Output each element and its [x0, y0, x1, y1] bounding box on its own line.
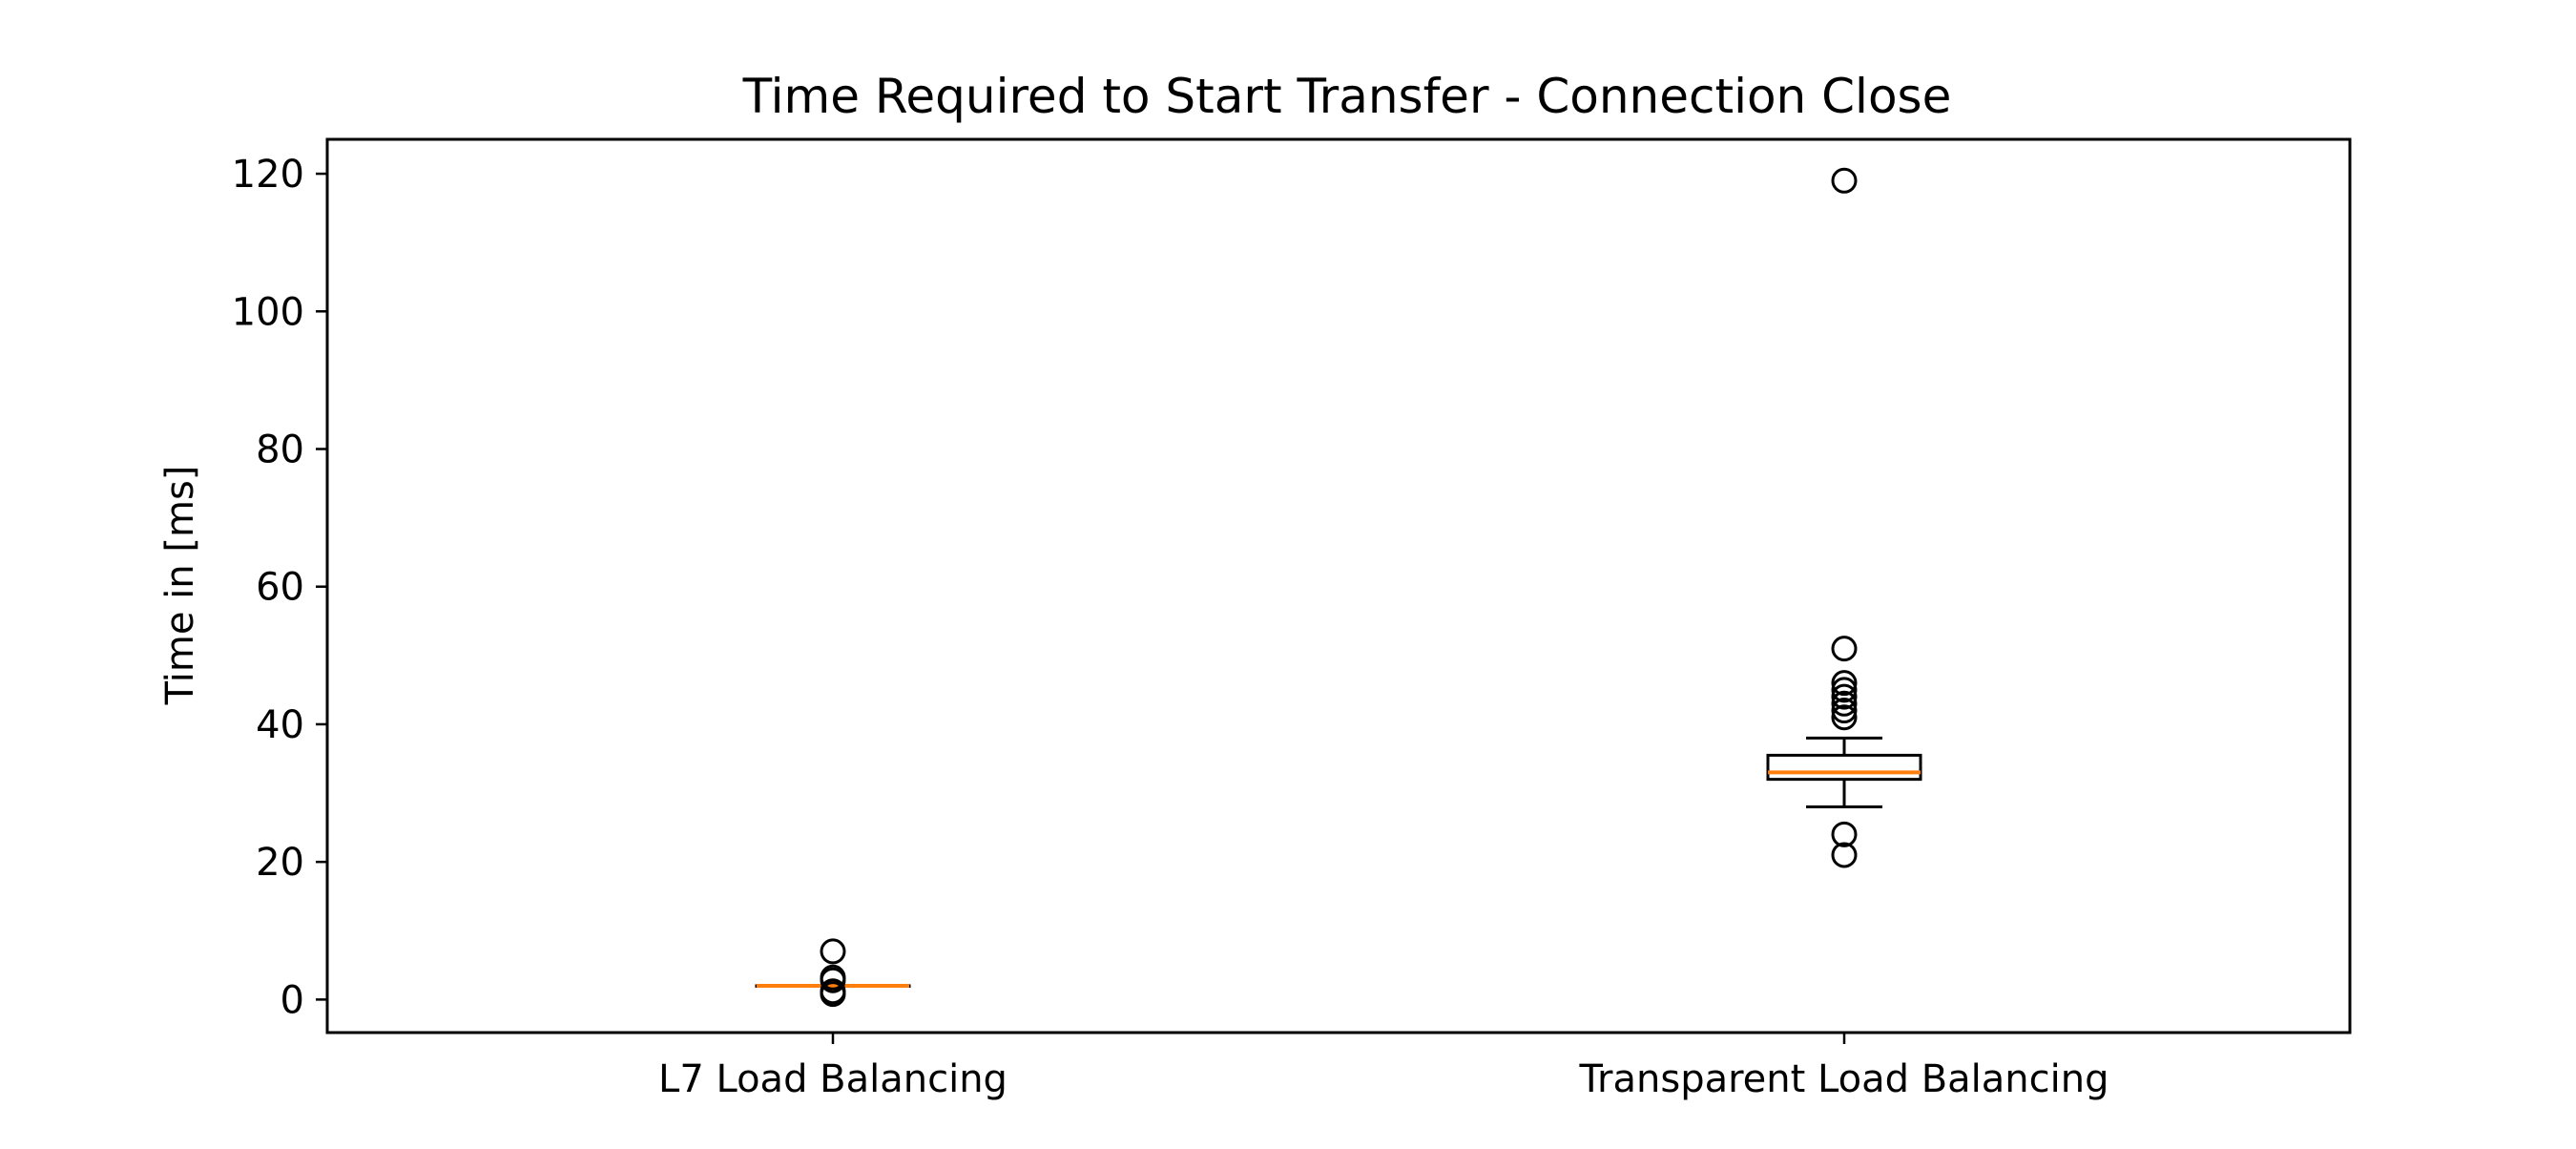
plot-area: 0 20 40 60 80 100 120 L7 Load Balancing Transpar…	[232, 137, 2352, 1101]
outlier-point	[1831, 698, 1858, 724]
outlier-point	[1831, 636, 1858, 662]
outlier-point	[820, 938, 846, 965]
y-tick-label: 80	[256, 428, 304, 471]
outlier-point	[1831, 677, 1858, 703]
outlier-point	[1831, 167, 1858, 194]
outlier-point	[1831, 670, 1858, 697]
outlier-point	[1831, 842, 1858, 868]
outlier-point	[1831, 683, 1858, 710]
y-tick-label: 40	[256, 703, 304, 747]
x-tick-label: Transparent Load Balancing	[1579, 1057, 2109, 1101]
outlier-point	[820, 967, 846, 993]
y-tick-label: 120	[232, 153, 304, 197]
chart-title: Time Required to Start Transfer - Connec…	[742, 69, 1952, 124]
y-tick-label: 100	[232, 290, 304, 334]
y-axis-label: Time in [ms]	[158, 466, 202, 706]
plot-frame	[325, 137, 2352, 1034]
outlier-point	[820, 981, 846, 1008]
y-tick-label: 60	[256, 566, 304, 610]
y-tick-label: 20	[256, 841, 304, 885]
iqr-box	[1766, 753, 1922, 782]
x-tick-label: L7 Load Balancing	[658, 1057, 1008, 1101]
outlier-point	[1831, 690, 1858, 717]
outlier-point	[1831, 704, 1858, 731]
outlier-point	[1831, 821, 1858, 847]
y-tick-label: 0	[280, 978, 304, 1022]
